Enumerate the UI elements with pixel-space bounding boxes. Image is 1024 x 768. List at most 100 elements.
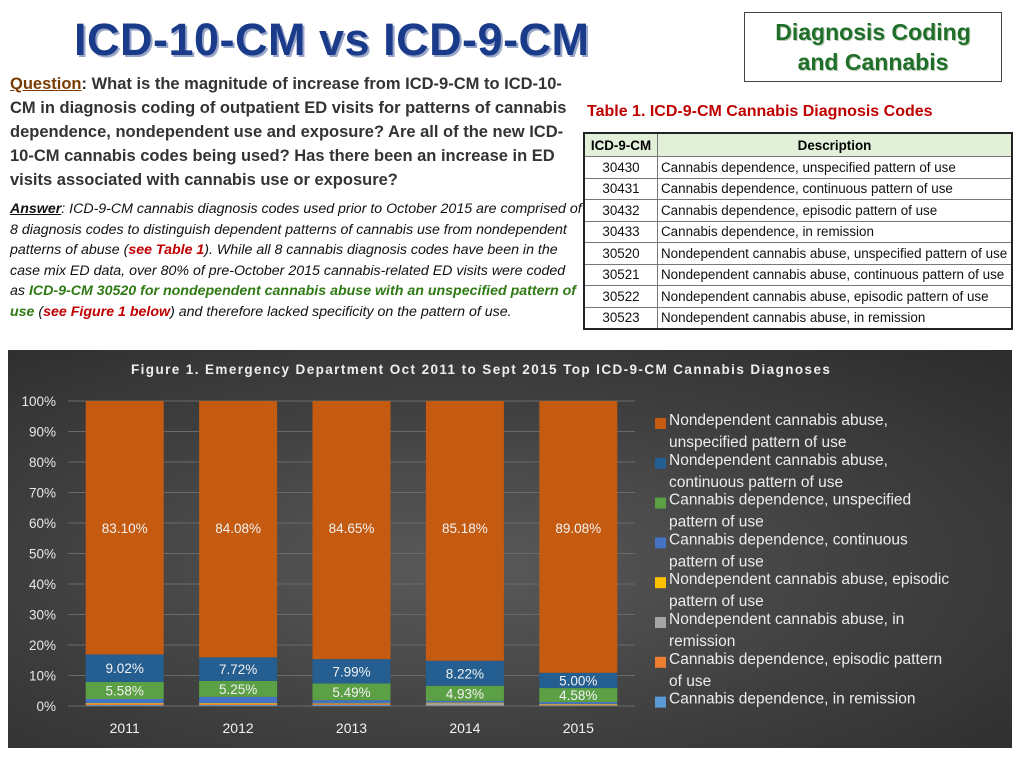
code-cell: 30432	[583, 199, 658, 222]
bar-segment	[312, 705, 391, 706]
y-tick-label: 10%	[29, 669, 56, 684]
bar-segment	[85, 703, 164, 706]
bar-segment	[312, 401, 391, 660]
bar-segment	[312, 704, 391, 706]
badge-line-1: Diagnosis Coding	[775, 19, 971, 45]
data-label: 85.18%	[442, 521, 488, 536]
question-text: : What is the magnitude of increase from…	[10, 75, 567, 189]
legend-swatch	[655, 457, 666, 469]
bar-segment	[425, 702, 504, 704]
data-label: 5.58%	[106, 683, 144, 698]
answer-paragraph: Answer: ICD-9-CM cannabis diagnosis code…	[10, 199, 582, 323]
answer-text-3: (	[34, 303, 44, 320]
topic-badge: Diagnosis Coding and Cannabis	[744, 12, 1002, 82]
answer-text-1: : ICD-9-CM cannabis diagnosis codes used…	[10, 201, 582, 259]
data-label: 4.93%	[446, 686, 484, 701]
bar-segment	[539, 672, 618, 689]
x-tick-label: 2015	[563, 720, 594, 736]
bar-segment	[312, 683, 391, 701]
table-row: 30432 Cannabis dependence, episodic patte…	[583, 199, 1013, 222]
answer-text-2: ). While all 8 cannabis diagnosis codes …	[10, 242, 566, 300]
legend-swatch	[655, 577, 666, 589]
y-tick-label: 70%	[29, 486, 56, 501]
x-tick-label: 2011	[110, 720, 140, 736]
bar-segment	[199, 680, 278, 697]
legend-label: Nondependent cannabis abuse, in	[669, 611, 904, 628]
bar-segment	[539, 705, 618, 706]
figure-reference: see Figure 1 below	[43, 303, 171, 320]
table-row: 30523 Nondependent cannabis abuse, in rem…	[583, 306, 1013, 330]
x-tick-label: 2014	[449, 720, 480, 736]
table-title: Table 1. ICD-9-CM Cannabis Diagnosis Cod…	[587, 103, 933, 120]
table-reference: see Table 1	[128, 242, 205, 259]
data-label: 5.25%	[219, 682, 257, 697]
question-paragraph: Question: What is the magnitude of incre…	[10, 72, 572, 192]
description-cell: Cannabis dependence, unspecified pattern…	[657, 156, 1013, 179]
legend-swatch	[655, 617, 666, 628]
table-row: 30520 Nondependent cannabis abuse, unspec…	[583, 242, 1013, 265]
bar-segment	[312, 700, 391, 704]
bar-segment	[85, 705, 164, 706]
bar-segment	[425, 401, 504, 661]
bar-segment	[539, 688, 618, 703]
bar-segment	[85, 702, 164, 704]
legend-label: Cannabis dependence, episodic pattern	[669, 651, 942, 668]
answer-highlight: ICD-9-CM 30520 for nondependent cannabis…	[10, 283, 577, 320]
code-cell: 30522	[583, 285, 658, 308]
data-label: 8.22%	[446, 666, 484, 681]
y-tick-label: 80%	[29, 455, 56, 470]
bar-segment	[312, 659, 391, 684]
data-label: 5.49%	[332, 685, 370, 700]
data-label: 84.08%	[215, 521, 261, 536]
badge-line-2: and Cannabis	[797, 49, 949, 75]
bar-segment	[539, 702, 618, 704]
bar-segment	[85, 401, 164, 655]
bar-segment	[539, 401, 618, 673]
bar-segment	[425, 703, 504, 706]
table-row: 30433 Cannabis dependence, in remission	[583, 220, 1013, 243]
bar-segment	[539, 704, 618, 706]
legend-swatch	[655, 537, 666, 549]
bar-segment	[199, 657, 278, 681]
description-cell: Nondependent cannabis abuse, in remissio…	[657, 306, 1013, 330]
code-cell: 30430	[583, 156, 658, 179]
answer-text-4: ) and therefore lacked specificity on th…	[170, 303, 512, 320]
legend-label: continuous pattern of use	[669, 474, 843, 491]
bar-segment	[85, 654, 164, 682]
table-header-row: ICD-9-CM Description	[583, 132, 1013, 157]
bar-segment	[199, 702, 278, 704]
data-label: 5.00%	[559, 673, 597, 688]
description-cell: Nondependent cannabis abuse, continuous …	[657, 263, 1013, 286]
legend-swatch	[655, 418, 666, 429]
legend-label: remission	[669, 633, 735, 650]
bar-segment	[199, 703, 278, 706]
data-label: 89.08%	[555, 521, 601, 536]
x-tick-label: 2012	[223, 720, 254, 736]
bar-segment	[312, 703, 391, 704]
code-cell: 30523	[583, 306, 658, 330]
y-tick-label: 90%	[29, 425, 56, 440]
legend-label: unspecified pattern of use	[669, 434, 847, 451]
bar-segment	[199, 401, 278, 658]
legend-label: Nondependent cannabis abuse, episodic	[669, 571, 949, 588]
legend-label: Nondependent cannabis abuse,	[669, 452, 888, 469]
bar-segment	[199, 696, 278, 703]
legend-label: of use	[669, 673, 711, 690]
y-tick-label: 60%	[29, 516, 56, 531]
data-label: 7.72%	[219, 662, 257, 677]
y-tick-label: 20%	[29, 638, 56, 653]
bar-segment	[539, 703, 618, 705]
chart-panel	[8, 350, 1012, 748]
legend-swatch	[655, 656, 666, 668]
legend-label: pattern of use	[669, 514, 764, 531]
y-tick-label: 40%	[29, 577, 56, 592]
bar-segment	[425, 660, 504, 686]
legend-label: pattern of use	[669, 553, 764, 570]
bar-segment	[199, 705, 278, 706]
answer-lead: Answer	[10, 201, 62, 217]
legend-swatch	[655, 696, 666, 708]
description-cell: Cannabis dependence, episodic pattern of…	[657, 199, 1013, 222]
data-label: 9.02%	[106, 661, 144, 676]
bar-segment	[425, 685, 504, 701]
